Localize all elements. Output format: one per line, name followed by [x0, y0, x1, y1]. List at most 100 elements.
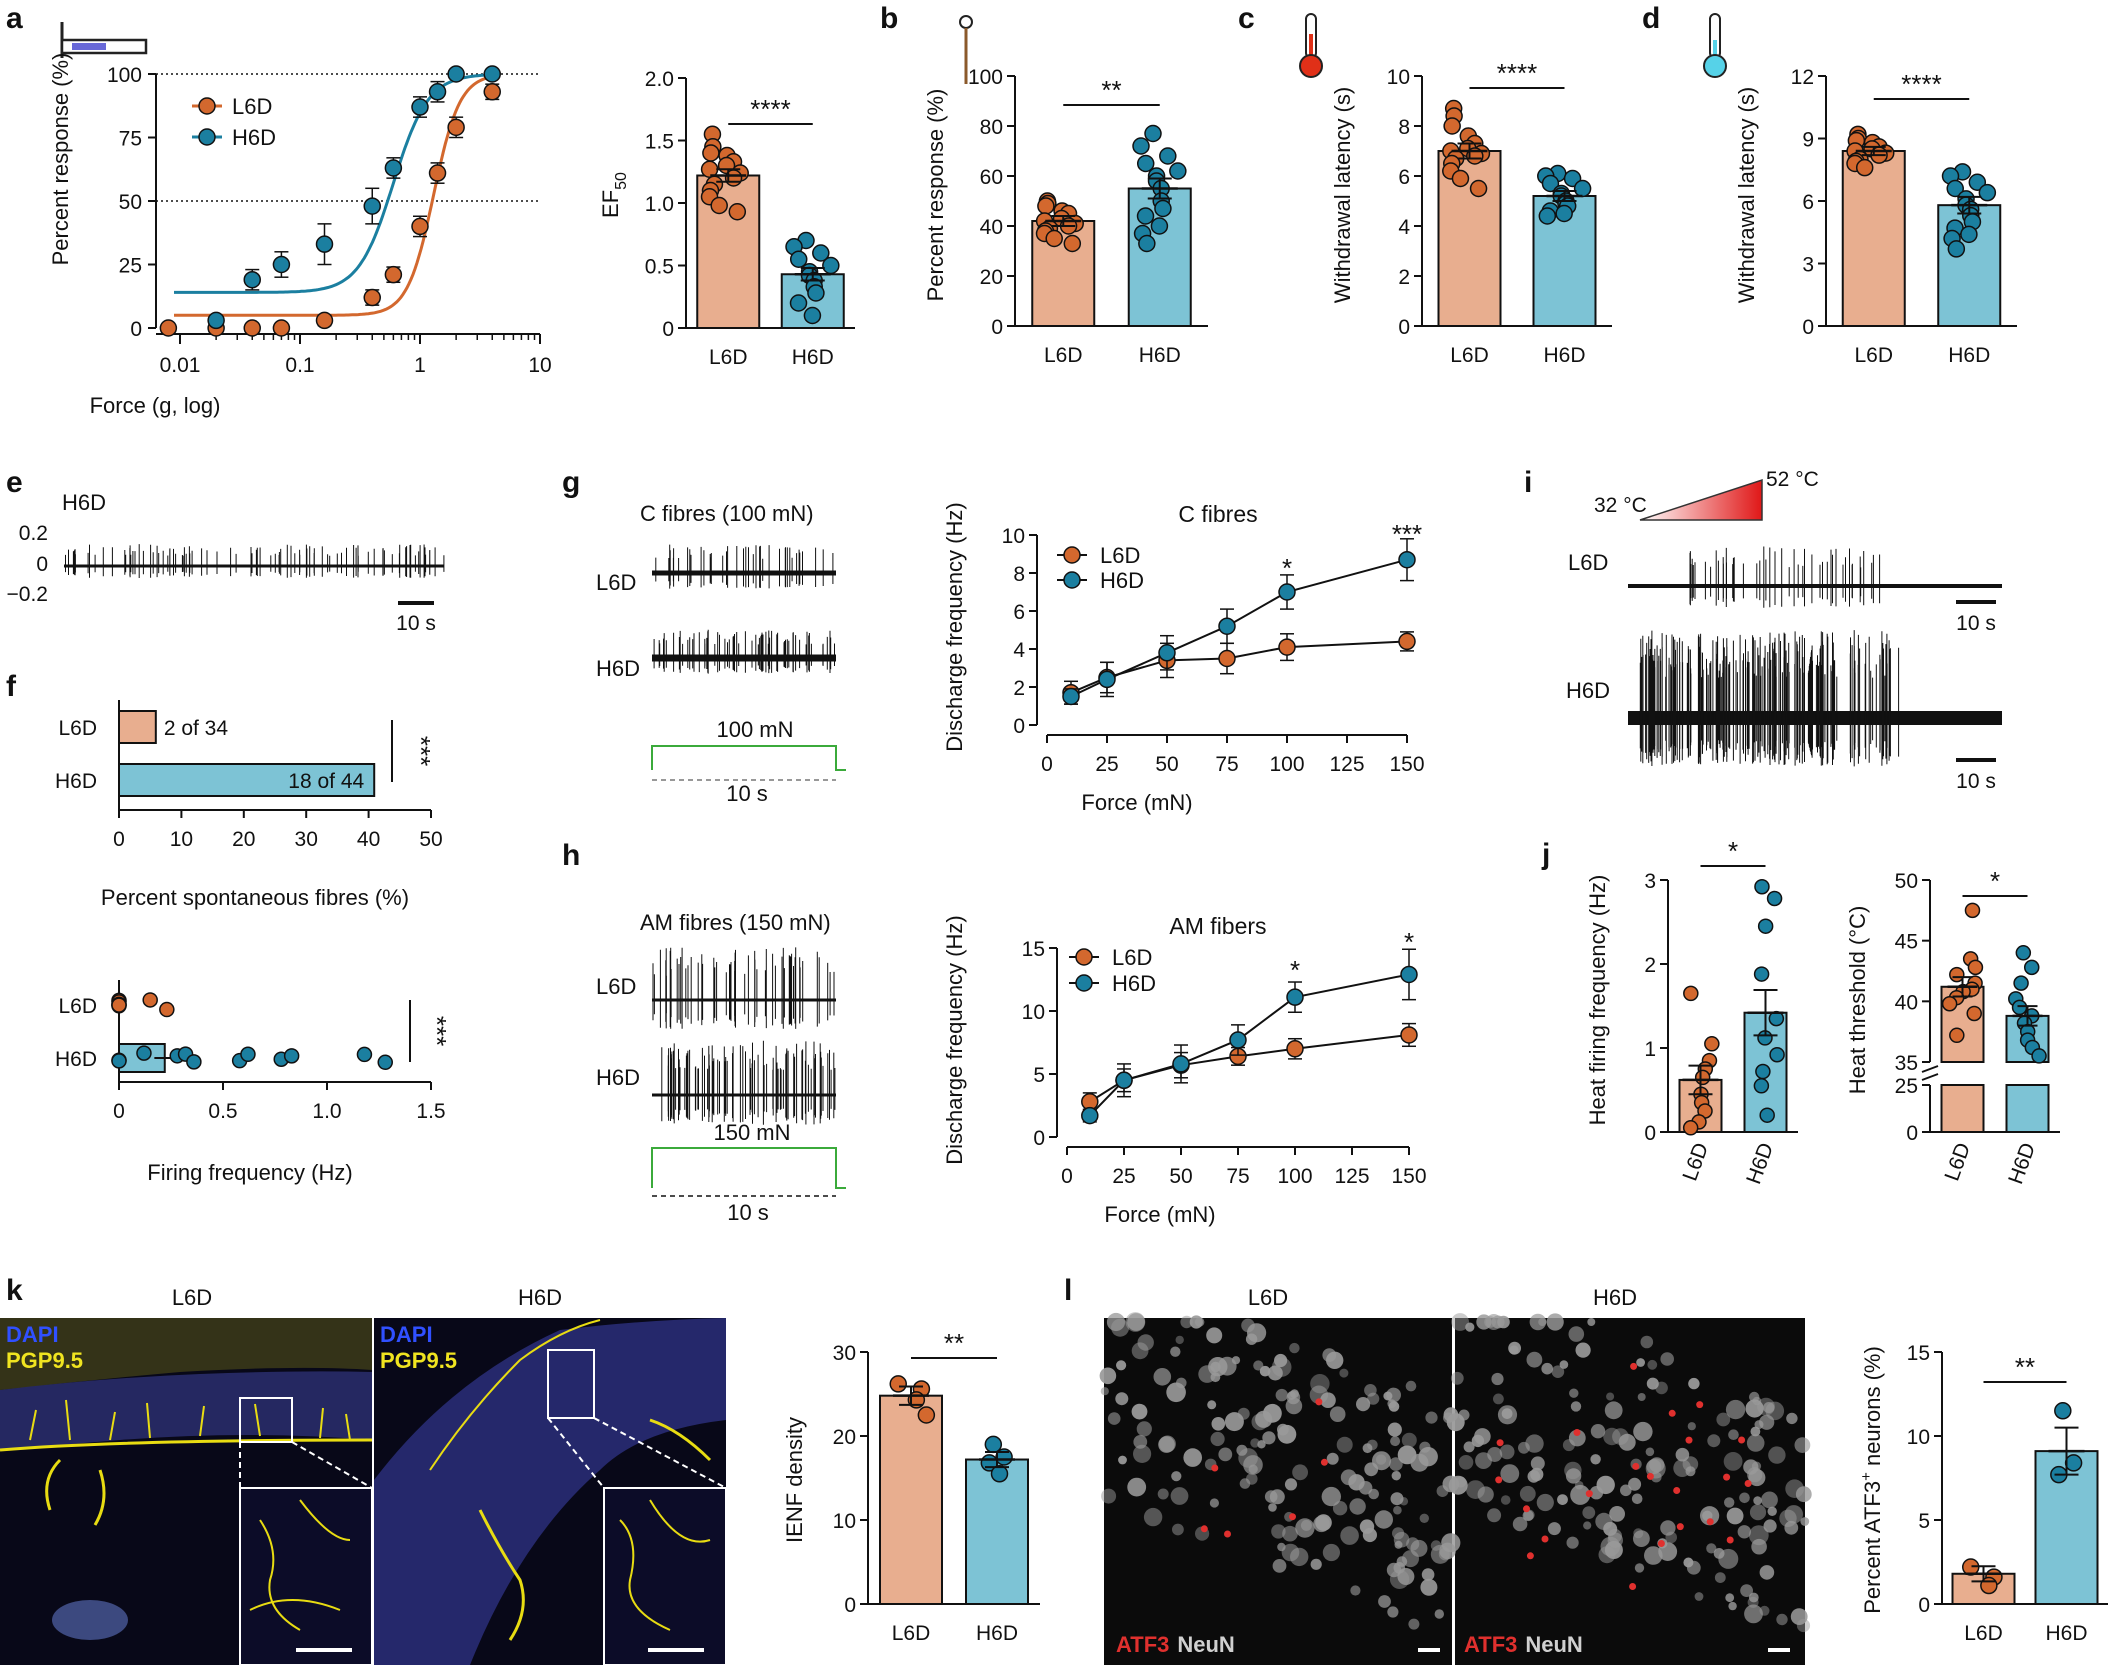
x-tick-label: 0: [1041, 753, 1053, 776]
significance-label: *: [1990, 866, 2000, 896]
x-tick-label: H6D: [2045, 1622, 2087, 1645]
neuron-cell: [1362, 1527, 1377, 1543]
x-tick-label: L6D: [709, 346, 748, 369]
neuron-cell: [1474, 1428, 1491, 1445]
neuron-cell: [1566, 1536, 1579, 1549]
x-tick-label: 1.5: [416, 1100, 445, 1123]
neuron-cell: [1501, 1408, 1513, 1419]
panel-g-time-label: 10 s: [726, 781, 768, 806]
neuron-cell: [1685, 1466, 1696, 1477]
neuron-cell: [1633, 1421, 1653, 1442]
data-point: [1037, 197, 1055, 215]
y-tick-label: 2: [1644, 954, 1656, 977]
neuron-cell: [1405, 1380, 1417, 1392]
neuron-cell: [1207, 1400, 1217, 1410]
neuron-cell: [1313, 1515, 1330, 1533]
data-point: [702, 144, 720, 162]
neuron-cell: [1527, 1470, 1541, 1483]
significance-label: ***: [422, 1016, 452, 1046]
data-point: [315, 311, 334, 330]
panel-h-traces: [652, 947, 836, 1125]
fit-curve-l6d: [174, 74, 499, 317]
data-point: [483, 65, 501, 83]
x-tick-label: 75: [1226, 1165, 1249, 1188]
panel-e-scale-label: 10 s: [396, 612, 436, 635]
data-point: [1063, 234, 1082, 253]
panel-l-stain-neun-h6d: NeuN: [1525, 1632, 1582, 1657]
y-tick-label: 75: [119, 128, 142, 151]
neuron-cell: [1421, 1568, 1435, 1581]
neuron-cell: [1392, 1527, 1405, 1540]
neuron-cell: [1725, 1399, 1746, 1420]
y-tick-label: 15: [1022, 938, 1045, 961]
panel-g-traces: [652, 544, 836, 674]
significance-label: **: [944, 1328, 964, 1358]
neuron-cell: [1660, 1520, 1676, 1536]
neuron-cell: [1218, 1447, 1233, 1462]
y-tick-label: 10: [833, 1510, 856, 1533]
neuron-cell: [1746, 1434, 1765, 1452]
panel-l-stain-labels-l6d: ATF3 NeuN: [1116, 1632, 1235, 1657]
data-point: [384, 159, 403, 177]
atf3-nucleus: [1726, 1536, 1734, 1544]
neuron-cell: [1271, 1524, 1286, 1539]
neuron-cell: [1367, 1392, 1380, 1405]
neuron-cell: [1559, 1360, 1569, 1369]
neuron-cell: [1157, 1488, 1169, 1500]
neuron-cell: [1099, 1367, 1117, 1385]
neuron-cell: [1210, 1431, 1225, 1447]
neuron-cell: [1292, 1464, 1308, 1481]
data-point: [812, 244, 830, 262]
data-point: [207, 311, 225, 330]
neuron-cell: [1688, 1377, 1700, 1390]
neuron-cell: [1259, 1365, 1271, 1377]
atf3-nucleus: [1630, 1362, 1638, 1370]
neuron-cell: [1390, 1492, 1404, 1506]
panel-a-label: a: [6, 2, 23, 35]
x-tick-label: 100: [1269, 753, 1304, 776]
x-tick-label: 100: [1277, 1165, 1312, 1188]
neuron-cell: [1243, 1455, 1263, 1475]
panel-g-chart-title: C fibres: [1178, 501, 1257, 527]
panel-g-ylabel: Discharge frequency (Hz): [942, 502, 967, 751]
data-point: [1753, 1078, 1770, 1094]
y-tick-label: 0: [130, 318, 142, 341]
neuron-cell: [1420, 1578, 1438, 1596]
neuron-cell: [1451, 1313, 1469, 1331]
neuron-cell: [1408, 1618, 1420, 1630]
panel-e-spike-trace: [64, 544, 445, 578]
neuron-cell: [1106, 1312, 1126, 1332]
significance-label: **: [1101, 75, 1121, 105]
neuron-cell: [1606, 1392, 1615, 1401]
y-tick-label: 50: [1895, 870, 1918, 893]
significance-label: ****: [750, 94, 790, 124]
neuron-cell: [1491, 1372, 1504, 1386]
neuron-cell: [1362, 1443, 1373, 1454]
neuron-cell: [1497, 1315, 1510, 1329]
neuron-cell: [1604, 1401, 1623, 1420]
neuron-cell: [1206, 1327, 1223, 1344]
panel-k-image-title-h6d: H6D: [518, 1285, 562, 1310]
spike-marks: [65, 544, 445, 578]
x-tick-label: L6D: [1044, 344, 1083, 367]
y-tick-label: 3: [1802, 254, 1814, 277]
neuron-cell: [1364, 1462, 1379, 1477]
neuron-cell: [1522, 1510, 1534, 1522]
neuron-cell: [1264, 1490, 1278, 1503]
neuron-cell: [1425, 1411, 1438, 1424]
x-tick-label: 150: [1391, 1165, 1426, 1188]
neuron-cell: [1530, 1456, 1545, 1471]
neuron-cell: [1131, 1342, 1149, 1360]
panel-h-xlabel: Force (mN): [1104, 1202, 1215, 1227]
y-tick-label: 4: [1013, 639, 1025, 662]
atf3-nucleus: [1523, 1505, 1530, 1513]
data-point: [1967, 959, 1984, 976]
data-point: [1949, 1027, 1965, 1044]
spike-marks: [661, 1040, 836, 1125]
axis-break-mark: [1921, 1065, 1939, 1073]
atf3-nucleus: [1676, 1523, 1684, 1531]
neuron-cell: [1525, 1434, 1544, 1453]
x-tick-label: 50: [1169, 1165, 1192, 1188]
